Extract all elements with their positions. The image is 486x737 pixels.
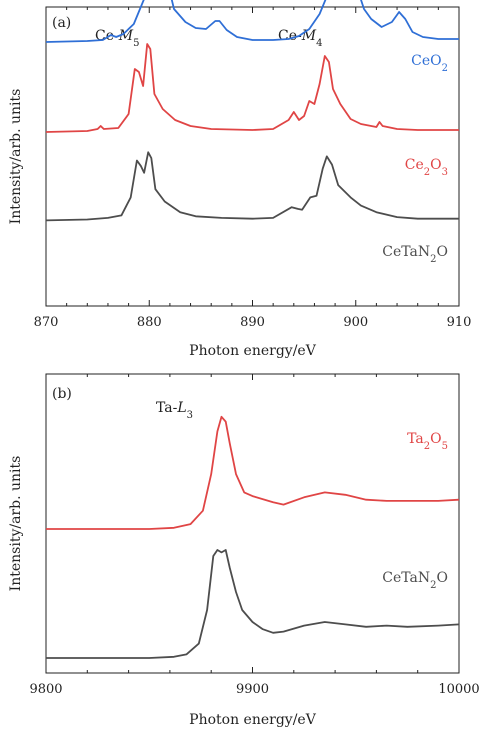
series-label: CeTaN2O xyxy=(382,244,448,265)
y-axis-label: Intensity/arb. units xyxy=(8,456,24,592)
plot-frame xyxy=(45,373,460,674)
x-axis-label: Photon energy/eV xyxy=(189,343,317,359)
x-tick-label: 870 xyxy=(34,315,59,330)
edge-annotation: Ce-M4 xyxy=(278,28,322,49)
plot-frame xyxy=(45,6,460,307)
edge-annotation: Ce-M5 xyxy=(95,28,139,49)
x-tick-label: 10000 xyxy=(438,682,479,697)
y-axis-label: Intensity/arb. units xyxy=(8,89,24,225)
panel-b: 9800 9900 10000 Photon energy/eV Intensity/a… xyxy=(8,373,480,728)
series-line xyxy=(46,415,460,530)
x-tick-label: 890 xyxy=(240,315,265,330)
series-line xyxy=(45,0,459,43)
series-label: CeTaN2O xyxy=(382,570,448,591)
series-line xyxy=(46,549,460,659)
series-line xyxy=(45,43,459,133)
x-tick-label: 9900 xyxy=(236,682,269,697)
series-label: Ta2O5 xyxy=(407,431,448,452)
x-tick-label: 910 xyxy=(447,315,472,330)
edge-annotation: Ta-L3 xyxy=(156,400,193,421)
x-axis-label: Photon energy/eV xyxy=(189,712,317,728)
panel-a: 870 880 890 900 910 Photon energy/eV Intensity… xyxy=(8,0,471,359)
x-tick-label: 880 xyxy=(137,315,162,330)
x-tick-label: 9800 xyxy=(29,682,62,697)
series-label: Ce2O3 xyxy=(405,157,448,178)
series-line xyxy=(45,151,459,222)
panel-label: (b) xyxy=(52,386,72,402)
x-tick-label: 900 xyxy=(343,315,368,330)
series-label: CeO2 xyxy=(411,53,448,74)
panel-label: (a) xyxy=(52,15,71,31)
